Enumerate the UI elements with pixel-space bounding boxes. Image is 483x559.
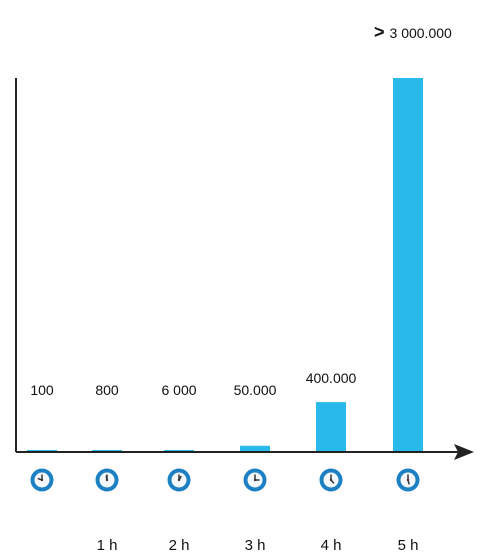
- clock-markers: [30, 468, 420, 492]
- clock-icon: [243, 468, 267, 492]
- bar-3: [240, 445, 270, 452]
- x-axis-arrowhead: [454, 444, 474, 460]
- value-label-0: 100: [30, 382, 54, 398]
- value-label-2: 6 000: [161, 382, 197, 398]
- value-label-3: 50.000: [233, 382, 277, 398]
- bars-group: [27, 78, 423, 452]
- x-tick-label-1: 1 h: [96, 537, 118, 554]
- clock-icon: [95, 468, 119, 492]
- greater-than-symbol: >: [374, 22, 385, 42]
- clock-icon: [396, 468, 420, 492]
- clock-icon: [167, 468, 191, 492]
- x-tick-label-2: 2 h: [168, 537, 190, 554]
- bar-4: [316, 402, 346, 452]
- clock-icon: [319, 468, 343, 492]
- value-label-1: 800: [95, 382, 119, 398]
- top-annotation-value: 3 000.000: [389, 25, 452, 41]
- x-tick-label-4: 4 h: [320, 537, 342, 554]
- x-tick-label-5: 5 h: [397, 537, 419, 554]
- clock-icon: [30, 468, 54, 492]
- x-tick-label-3: 3 h: [244, 537, 266, 554]
- top-annotation: >3 000.000: [374, 22, 452, 43]
- value-label-4: 400.000: [305, 370, 357, 387]
- bar-5: [393, 78, 423, 452]
